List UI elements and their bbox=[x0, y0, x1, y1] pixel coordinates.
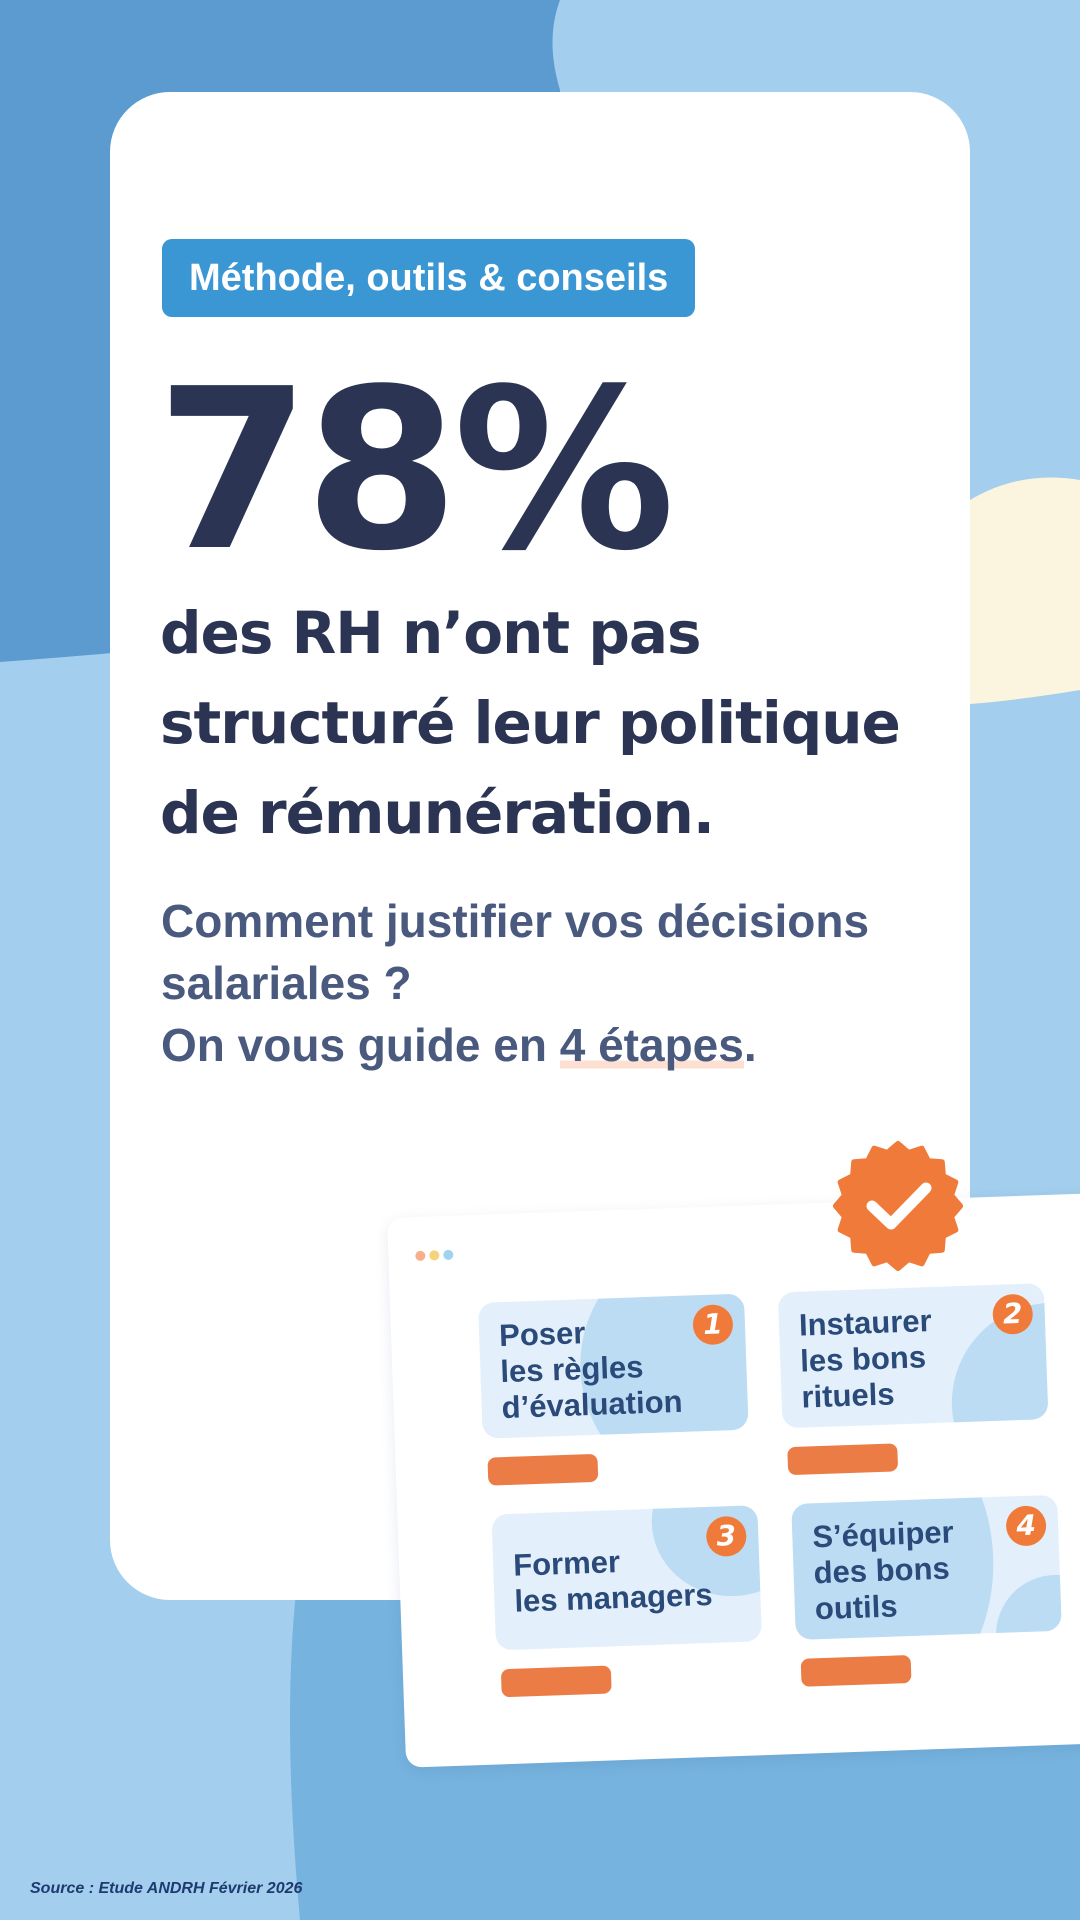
tag: Méthode, outils & conseils bbox=[162, 239, 696, 317]
step-bar bbox=[500, 1665, 612, 1698]
step-label: Former les managers bbox=[513, 1541, 714, 1620]
step-label-line: les bons bbox=[799, 1339, 927, 1379]
step-label: Instaurer les bons rituels bbox=[798, 1303, 934, 1416]
headline-line: structuré leur politique bbox=[160, 689, 901, 757]
step-number: 4 bbox=[1005, 1505, 1047, 1547]
step-label-line: d’évaluation bbox=[501, 1383, 684, 1426]
headline-line: de rémunération. bbox=[160, 779, 715, 847]
question-line: Comment justifier vos décisions bbox=[161, 895, 870, 947]
step-label-line: des bons bbox=[813, 1550, 951, 1591]
headline-line: des RH n’ont pas bbox=[160, 599, 702, 667]
stat: 78% bbox=[156, 342, 675, 600]
step-card: Instaurer les bons rituels 2 bbox=[777, 1283, 1049, 1429]
step-card: Former les managers 3 bbox=[491, 1505, 762, 1651]
step-card: S’équiper des bons outils 4 bbox=[791, 1494, 1062, 1640]
cream-blob bbox=[970, 477, 1080, 704]
window-dot bbox=[443, 1249, 454, 1261]
guide-prefix: On vous guide en bbox=[161, 1019, 547, 1071]
step-label-line: les managers bbox=[513, 1576, 714, 1619]
step-bar bbox=[487, 1453, 599, 1486]
window-dot bbox=[415, 1250, 426, 1262]
guide-highlight: 4 étapes bbox=[559, 1019, 744, 1071]
step-label-line: S’équiper bbox=[811, 1514, 955, 1555]
question-lines: Comment justifier vos décisions salariale… bbox=[161, 890, 869, 1014]
question-line: salariales ? bbox=[161, 957, 412, 1009]
window-dot bbox=[429, 1250, 440, 1261]
step-bar bbox=[787, 1443, 899, 1476]
card-blob bbox=[993, 1572, 1062, 1640]
step-label-line: rituels bbox=[800, 1376, 896, 1415]
guide-suffix: . bbox=[743, 1019, 757, 1071]
steps-panel: Poser les règles d’évaluation 1 Instaurer les… bbox=[387, 1192, 1080, 1768]
step-label: S’équiper des bons outils bbox=[812, 1514, 957, 1627]
step-label-line: Instaurer bbox=[798, 1303, 933, 1343]
source: Source : Etude ANDRH Février 2026 bbox=[30, 1880, 303, 1897]
guide: On vous guide en 4 étapes. bbox=[161, 1014, 869, 1076]
step-label: Poser les règles d’évaluation bbox=[499, 1312, 684, 1426]
step-card: Poser les règles d’évaluation 1 bbox=[478, 1293, 749, 1439]
step-label-line: outils bbox=[814, 1588, 899, 1627]
step-bar bbox=[800, 1654, 912, 1687]
headline: des RH n’ont pas structuré leur politique… bbox=[160, 588, 901, 858]
question: Comment justifier vos décisions salariale… bbox=[161, 890, 869, 1076]
